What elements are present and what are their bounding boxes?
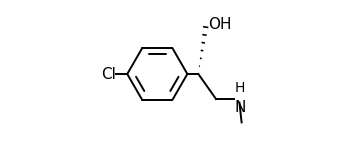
Text: Cl: Cl <box>101 66 115 82</box>
Text: N: N <box>235 100 246 115</box>
Text: OH: OH <box>208 17 232 32</box>
Text: H: H <box>235 81 245 95</box>
